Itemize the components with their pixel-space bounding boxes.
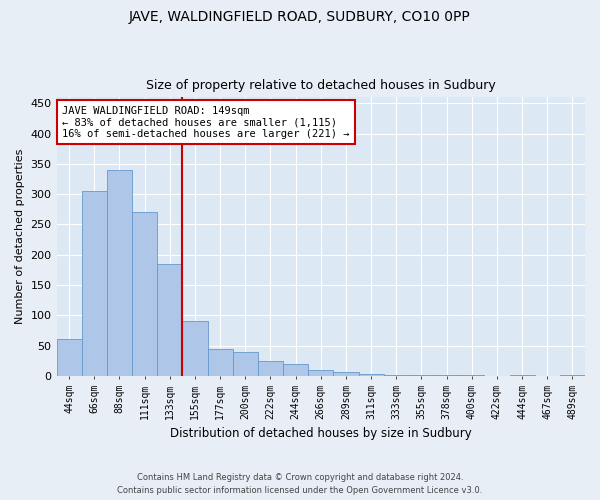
Bar — [334, 372, 359, 376]
Bar — [182, 322, 208, 376]
Bar — [56, 340, 82, 376]
Text: JAVE, WALDINGFIELD ROAD, SUDBURY, CO10 0PP: JAVE, WALDINGFIELD ROAD, SUDBURY, CO10 0… — [129, 10, 471, 24]
Bar — [107, 170, 132, 376]
Bar — [132, 212, 157, 376]
Bar — [359, 374, 383, 376]
Title: Size of property relative to detached houses in Sudbury: Size of property relative to detached ho… — [146, 79, 496, 92]
Bar — [509, 375, 535, 376]
Bar — [233, 352, 258, 376]
Bar — [308, 370, 334, 376]
Bar — [258, 360, 283, 376]
Bar — [283, 364, 308, 376]
Bar — [383, 374, 409, 376]
Bar — [157, 264, 182, 376]
Bar — [82, 191, 107, 376]
Bar — [434, 374, 459, 376]
Bar — [459, 375, 484, 376]
Bar — [409, 374, 434, 376]
X-axis label: Distribution of detached houses by size in Sudbury: Distribution of detached houses by size … — [170, 427, 472, 440]
Y-axis label: Number of detached properties: Number of detached properties — [15, 149, 25, 324]
Text: JAVE WALDINGFIELD ROAD: 149sqm
← 83% of detached houses are smaller (1,115)
16% : JAVE WALDINGFIELD ROAD: 149sqm ← 83% of … — [62, 106, 349, 139]
Text: Contains HM Land Registry data © Crown copyright and database right 2024.
Contai: Contains HM Land Registry data © Crown c… — [118, 474, 482, 495]
Bar — [208, 348, 233, 376]
Bar — [560, 375, 585, 376]
